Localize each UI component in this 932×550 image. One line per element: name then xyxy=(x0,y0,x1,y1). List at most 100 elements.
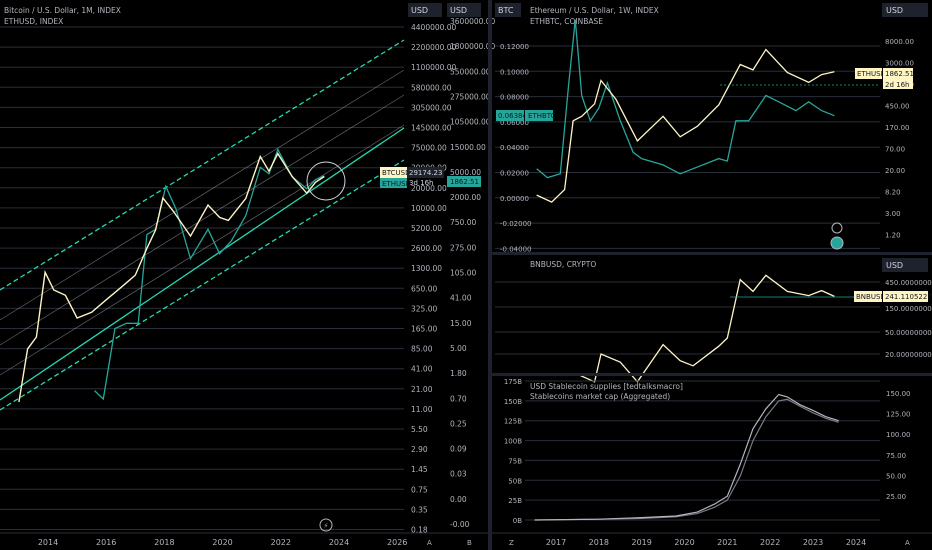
axis-a-tick-label: 2.90 xyxy=(411,445,428,454)
bnb-tag-label: BNBUSD xyxy=(856,293,886,301)
ethusd-time-bg xyxy=(883,79,913,89)
btc-tag-value: 29174.23 xyxy=(409,169,442,177)
x-tick-label: 2021 xyxy=(717,538,737,547)
x-tick-label: 2014 xyxy=(38,538,58,547)
axis-b-tick-label: 5.00 xyxy=(450,344,467,353)
ethusd-tag-time: 2d 16h xyxy=(885,81,909,89)
legend-2: Stablecoins market cap (Aggregated) xyxy=(530,392,670,401)
axis-a-tick-label: 305000.00 xyxy=(411,103,452,112)
right-tick-label: 50.00000000 xyxy=(885,329,932,337)
legend-1: USD Stablecoin supplies [tedtalksmacro] xyxy=(530,382,683,391)
left-tick-label: -0.04000 xyxy=(500,245,531,253)
channel-inner-line xyxy=(0,124,405,376)
axis-b-tick-label: 105.00 xyxy=(450,269,476,278)
btcusd-line xyxy=(18,152,325,403)
right-tick-label: 3.00 xyxy=(885,210,901,218)
axis-a-tick-label: 21.00 xyxy=(411,385,433,394)
bnb-tag-value: 241.11052275 xyxy=(885,293,932,301)
axis-b-tick-label: 41.00 xyxy=(450,294,472,303)
axis-a-tick-label: 1100000.00 xyxy=(411,63,457,72)
axis-a-tick-label: 10000.00 xyxy=(411,204,447,213)
ethusd-tag-value: 1862.51 xyxy=(885,70,914,78)
axis-b-header: USD xyxy=(450,6,467,15)
axis-a-tick-label: 1.45 xyxy=(411,465,428,474)
corner-label: B xyxy=(467,539,472,547)
right-tick-label: 3000.00 xyxy=(885,60,914,68)
eth-tag-value: 1862.51 xyxy=(450,178,479,186)
left-header: BTC xyxy=(498,6,514,15)
lightning-icon xyxy=(831,222,843,234)
axis-a-tick-label: 325.00 xyxy=(411,304,437,313)
axis-b-tick-label: 3600000.00 xyxy=(450,17,496,26)
channel-boundary-line xyxy=(0,159,405,411)
axis-a-tick-label: 165.00 xyxy=(411,325,437,334)
x-tick-label: 2023 xyxy=(803,538,823,547)
axis-a-header: USD xyxy=(411,6,428,15)
x-tick-label: 2024 xyxy=(846,538,866,547)
x-tick-label: 2020 xyxy=(674,538,694,547)
eth-value-bg xyxy=(447,176,481,187)
right-tick-label: 50.00 xyxy=(886,472,906,480)
right-tick-label: 70.00 xyxy=(885,146,905,154)
left-header-bg xyxy=(495,3,521,17)
x-tick-label: 2022 xyxy=(760,538,780,547)
stablecoin-mcap-line xyxy=(534,398,839,521)
legend: BNBUSD, CRYPTO xyxy=(530,260,596,269)
right-tick-label: 450.00 xyxy=(885,103,910,111)
axis-a-tick-label: 2600.00 xyxy=(411,244,442,253)
x-tick-label: 2020 xyxy=(212,538,232,547)
x-tick-label: 2016 xyxy=(96,538,116,547)
axis-a-tick-label: 75000.00 xyxy=(411,144,447,153)
x-tick-label: 2018 xyxy=(154,538,174,547)
x-tick-label: 2018 xyxy=(589,538,609,547)
axis-a-tick-label: 85.00 xyxy=(411,345,433,354)
right-tick-label: 75.00 xyxy=(886,452,906,460)
left-tick-label: 175B xyxy=(504,378,522,386)
axis-b-tick-label: 0.03 xyxy=(450,470,467,479)
axis-a-header-bg xyxy=(408,3,442,17)
ethbtc-tag-value: 0.06384 xyxy=(498,112,527,120)
bnb-value-bg xyxy=(883,291,928,302)
right-tick-label: 150.00 xyxy=(886,390,911,398)
left-tick-label: -0.02000 xyxy=(500,220,531,228)
ethbtc-line xyxy=(536,19,835,179)
axis-a-tick-label: 4400000.00 xyxy=(411,23,457,32)
left-tick-label: 0.10000 xyxy=(500,68,529,76)
left-tick-label: 0.12000 xyxy=(500,43,529,51)
axis-a-tick-label: 580000.00 xyxy=(411,83,452,92)
right-header-bg xyxy=(882,3,928,17)
lightning-icon: ⚡ xyxy=(324,522,329,530)
axis-a-tick-label: 0.75 xyxy=(411,485,428,494)
right-tick-label: 20.00000000 xyxy=(885,351,932,359)
corner-label: Z xyxy=(509,539,514,547)
stablecoin-supply-line xyxy=(534,393,839,521)
axis-a-tick-label: 20000.00 xyxy=(411,184,447,193)
axis-a-tick-label: 145000.00 xyxy=(411,124,452,133)
right-tick-label: 450.00000000 xyxy=(885,279,932,287)
right-header: USD xyxy=(886,6,903,15)
left-tick-label: 50B xyxy=(508,477,522,485)
pane-separator xyxy=(492,252,932,255)
earnings-icon xyxy=(830,236,844,250)
axis-b-tick-label: 5000.00 xyxy=(450,168,481,177)
right-header: USD xyxy=(886,261,903,270)
btc-tag-bg xyxy=(380,167,407,178)
axis-b-tick-label: 2000.00 xyxy=(450,193,481,202)
right-tick-label: 150.00000000 xyxy=(885,305,932,313)
eth-tag-bg xyxy=(380,178,407,188)
x-tick-label: 2026 xyxy=(387,538,407,547)
right-tick-label: 125.00 xyxy=(886,411,911,419)
ethusd-tag-label: ETHUSD xyxy=(857,70,886,78)
btc-value-bg xyxy=(407,167,444,178)
axis-a-tick-label: 2200000.00 xyxy=(411,43,457,52)
highlight-circle xyxy=(306,161,346,201)
left-tick-label: 0.08000 xyxy=(500,94,529,102)
channel-boundary-line xyxy=(0,39,405,291)
axis-a-tick-label: 1300.00 xyxy=(411,264,442,273)
channel-inner-line xyxy=(0,69,405,321)
left-tick-label: 75B xyxy=(508,457,522,465)
axis-b-tick-label: 0.70 xyxy=(450,394,467,403)
axis-b-tick-label: 1.80 xyxy=(450,369,467,378)
